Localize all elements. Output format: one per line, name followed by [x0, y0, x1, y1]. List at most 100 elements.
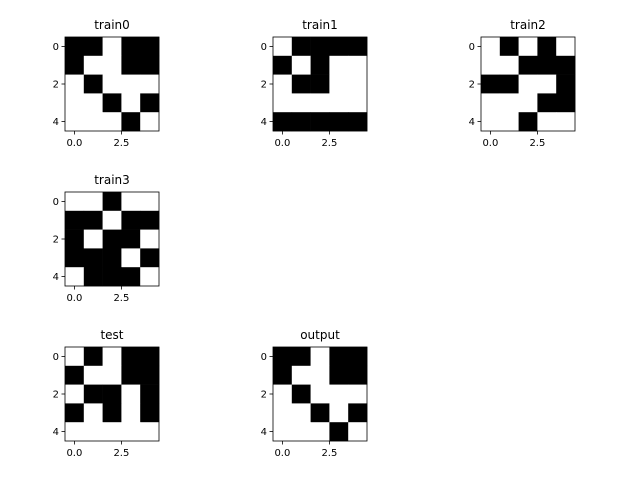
grid-cell: [310, 403, 330, 423]
grid-cell: [348, 55, 368, 75]
grid-cell: [481, 37, 501, 57]
grid-cell: [481, 74, 501, 94]
grid-cell: [273, 422, 293, 442]
y-tick-label: 0: [53, 352, 59, 363]
grid-cell: [348, 422, 368, 442]
grid-cell: [121, 384, 141, 404]
panel-train3: train3 0.0 2.5 0 2 4: [53, 173, 160, 304]
grid-cell: [121, 422, 141, 442]
grid-cell: [140, 74, 160, 94]
grid-cell: [102, 403, 122, 423]
grid-cell: [65, 192, 85, 212]
y-tick-label: 0: [261, 42, 267, 53]
grid-cell: [102, 74, 122, 94]
grid-cell: [83, 112, 103, 132]
x-tick-label: 2.5: [113, 448, 129, 459]
grid-cell: [83, 267, 103, 287]
grid-cell: [518, 37, 538, 57]
grid-cell: [556, 37, 576, 57]
grid-cell: [329, 422, 349, 442]
panel-title: train2: [510, 18, 546, 32]
grid-cell: [83, 192, 103, 212]
grid-cell: [329, 37, 349, 57]
x-tick-label: 2.5: [321, 138, 337, 149]
grid-cell: [310, 37, 330, 57]
x-tick-label: 0.0: [482, 138, 498, 149]
grid-cell: [273, 93, 293, 113]
grid-cell: [140, 347, 160, 367]
grid-cell: [83, 422, 103, 442]
x-tick-label: 2.5: [321, 448, 337, 459]
grid-cell: [102, 384, 122, 404]
grid-cell: [499, 55, 519, 75]
grid-cell: [499, 37, 519, 57]
grid-cell: [121, 403, 141, 423]
grid-cell: [140, 248, 160, 268]
grid-cell: [348, 347, 368, 367]
grid-cell: [499, 93, 519, 113]
grid-cell: [291, 384, 311, 404]
grid-cell: [83, 93, 103, 113]
grid-cell: [481, 93, 501, 113]
panel-train1: train1 0.0 2.5 0 2 4: [261, 18, 368, 149]
grid-cell: [65, 267, 85, 287]
grid-cell: [140, 403, 160, 423]
grid-cell: [121, 37, 141, 57]
grid-cell: [273, 403, 293, 423]
grid-cell: [291, 37, 311, 57]
grid-cell: [348, 403, 368, 423]
grid-cell: [273, 74, 293, 94]
grid-cell: [273, 112, 293, 132]
grid-cell: [102, 365, 122, 385]
grid-cell: [102, 93, 122, 113]
grid-cell: [102, 347, 122, 367]
panel-test: test 0.0 2.5 0 2 4: [53, 328, 160, 459]
grid-cell: [291, 74, 311, 94]
grid-cell: [83, 210, 103, 230]
y-tick-label: 2: [53, 235, 59, 246]
grid-cell: [121, 267, 141, 287]
y-tick-label: 4: [53, 272, 59, 283]
grid-cell: [273, 37, 293, 57]
y-tick-label: 0: [469, 42, 475, 53]
x-tick-label: 2.5: [113, 293, 129, 304]
grid-cell: [329, 74, 349, 94]
grid-cell: [556, 55, 576, 75]
grid-cell: [65, 112, 85, 132]
grid-cell: [121, 93, 141, 113]
grid-cell: [83, 403, 103, 423]
grid-cell: [273, 347, 293, 367]
grid-cell: [310, 422, 330, 442]
grid-cell: [140, 192, 160, 212]
y-tick-label: 0: [53, 197, 59, 208]
grid-cell: [273, 365, 293, 385]
x-tick-label: 0.0: [66, 293, 82, 304]
panel-title: train1: [302, 18, 338, 32]
y-tick-label: 2: [53, 390, 59, 401]
grid-cell: [329, 112, 349, 132]
y-tick-label: 0: [53, 42, 59, 53]
grid-cell: [140, 112, 160, 132]
y-tick-label: 2: [53, 80, 59, 91]
grid-cell: [556, 74, 576, 94]
grid-cell: [518, 93, 538, 113]
grid-cell: [329, 384, 349, 404]
grid-cell: [65, 210, 85, 230]
grid-cell: [481, 112, 501, 132]
grid-cell: [121, 248, 141, 268]
grid-cell: [291, 112, 311, 132]
grid-cell: [65, 55, 85, 75]
y-tick-label: 4: [261, 427, 267, 438]
y-tick-label: 4: [261, 117, 267, 128]
grid-cell: [499, 74, 519, 94]
grid-cell: [121, 347, 141, 367]
grid-cell: [291, 403, 311, 423]
grid-cell: [329, 347, 349, 367]
grid-cell: [140, 210, 160, 230]
grid-cell: [348, 93, 368, 113]
grid-cell: [518, 55, 538, 75]
x-tick-label: 0.0: [274, 138, 290, 149]
grid-cell: [481, 55, 501, 75]
grid-cell: [140, 229, 160, 249]
